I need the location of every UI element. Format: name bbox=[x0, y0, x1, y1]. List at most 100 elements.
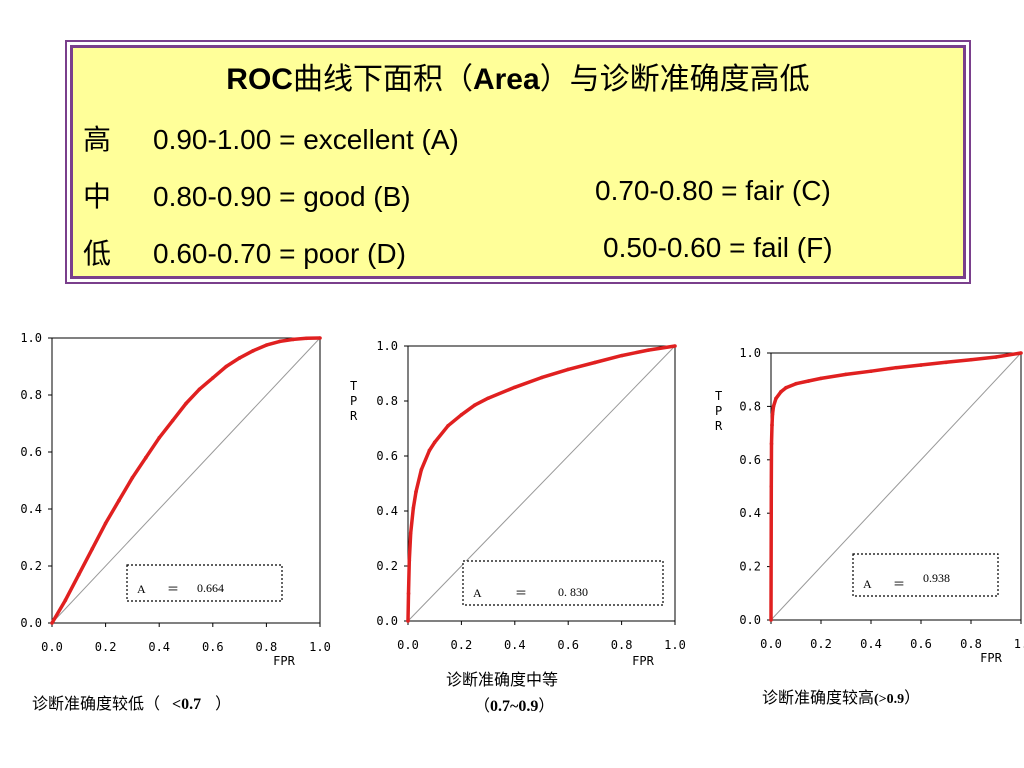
y-tick-label: 0.6 bbox=[20, 445, 42, 459]
auc-box bbox=[852, 553, 999, 597]
y-tick-label: 0.6 bbox=[739, 453, 761, 467]
roc-point bbox=[486, 396, 490, 401]
roc-point bbox=[472, 403, 477, 407]
roc-point bbox=[770, 412, 775, 417]
roc-point bbox=[794, 381, 798, 386]
legend-row-mid: 中 0.80-0.90 = good (B) 0.70-0.80 = fair (… bbox=[83, 175, 963, 215]
roc-point bbox=[144, 455, 148, 460]
roc-point bbox=[407, 558, 412, 563]
roc-point bbox=[264, 343, 269, 347]
roc-point bbox=[130, 475, 135, 480]
level-label: 高 bbox=[83, 124, 112, 155]
plot-frame bbox=[51, 337, 321, 624]
auc-equals: ＝ bbox=[167, 582, 179, 596]
chance-diagonal bbox=[770, 352, 1022, 621]
roc-chart-low: 0.0 0.2 0.4 0.6 0.8 1.0 0.0 0.2 0.4 0.6 0.8 1.0 FPR A… bbox=[20, 331, 331, 668]
roc-point bbox=[844, 372, 848, 377]
auc-label: A bbox=[137, 582, 146, 596]
x-tick-label: 0.0 bbox=[760, 637, 782, 651]
roc-point bbox=[224, 364, 228, 369]
auc-label: A bbox=[863, 577, 872, 591]
y-tick-label: 0.4 bbox=[20, 502, 42, 516]
roc-point bbox=[894, 365, 898, 370]
roc-point bbox=[63, 598, 68, 602]
roc-point bbox=[414, 489, 418, 494]
y-tick-label: 0.0 bbox=[20, 616, 42, 630]
x-tick-label: 0.8 bbox=[611, 638, 633, 652]
auc-equals: ＝ bbox=[893, 577, 905, 591]
roc-point bbox=[919, 363, 923, 367]
roc-point bbox=[994, 355, 998, 359]
roc-point bbox=[408, 531, 413, 535]
y-tick-label: 0.0 bbox=[376, 614, 398, 628]
range-b: 0.70-0.80 = fair (C) bbox=[595, 175, 831, 206]
y-tick-label: 0.6 bbox=[376, 449, 398, 463]
roc-point bbox=[446, 423, 450, 428]
roc-chart-high: 0.0 0.2 0.4 0.6 0.8 1.0 0.0 0.2 0.4 0.6 0.8 1. FPR TP… bbox=[715, 346, 1024, 665]
roc-point bbox=[779, 389, 783, 394]
x-tick-label: 0.2 bbox=[451, 638, 473, 652]
x-axis-label: FPR bbox=[632, 654, 654, 668]
y-axis-label: P bbox=[350, 394, 357, 408]
x-tick-label: 0.2 bbox=[95, 640, 117, 654]
roc-point bbox=[411, 506, 416, 511]
y-tick-label: 0.8 bbox=[376, 394, 398, 408]
roc-point bbox=[513, 385, 517, 390]
roc-point bbox=[237, 356, 242, 360]
x-tick-label: 0.2 bbox=[810, 637, 832, 651]
roc-point bbox=[673, 344, 677, 348]
x-tick-label: 0.6 bbox=[202, 640, 224, 654]
caption-medium: 诊断准确度中等 bbox=[446, 670, 559, 689]
roc-point bbox=[771, 404, 776, 409]
roc-point bbox=[784, 385, 788, 390]
y-tick-label: 0.0 bbox=[739, 613, 761, 627]
roc-point bbox=[50, 621, 54, 625]
roc-point bbox=[90, 547, 94, 551]
roc-point bbox=[819, 376, 823, 381]
x-tick-label: 0.8 bbox=[960, 637, 982, 651]
x-axis-label: FPR bbox=[273, 654, 295, 668]
roc-point bbox=[769, 618, 773, 622]
y-tick-label: 1.0 bbox=[739, 346, 761, 360]
roc-point bbox=[157, 435, 161, 440]
roc-point bbox=[806, 379, 811, 383]
auc-value: 0. 830 bbox=[558, 585, 588, 599]
y-tick-label: 0.2 bbox=[20, 559, 42, 573]
x-tick-label: 1.0 bbox=[309, 640, 331, 654]
roc-point bbox=[406, 619, 410, 623]
range-a: 0.80-0.90 = good (B) bbox=[153, 181, 411, 212]
y-axis-label: T bbox=[350, 379, 357, 393]
roc-point bbox=[197, 387, 202, 392]
range-a: 0.60-0.70 = poor (D) bbox=[153, 238, 406, 269]
auc-value: 0.938 bbox=[923, 571, 950, 585]
x-tick-label: 0.6 bbox=[557, 638, 579, 652]
x-tick-label: 1. bbox=[1014, 637, 1024, 651]
y-axis-label: R bbox=[350, 409, 358, 423]
caption-medium-range: （0.7~0.9） bbox=[474, 696, 555, 715]
level-label: 中 bbox=[83, 181, 112, 212]
roc-point bbox=[539, 375, 544, 380]
y-tick-label: 0.8 bbox=[20, 388, 42, 402]
roc-point bbox=[251, 349, 255, 353]
auc-legend-panel: ROC曲线下面积（Area）与诊断准确度高低 高 0.90-1.00 = exce… bbox=[65, 40, 971, 284]
roc-point bbox=[869, 369, 873, 373]
caption-low: 诊断准确度较低（ <0.7） bbox=[32, 694, 232, 713]
x-tick-label: 0.6 bbox=[910, 637, 932, 651]
roc-chart-medium: 0.0 0.2 0.4 0.6 0.8 1.0 0.0 0.2 0.4 0.6 0.8 1.0 FPR T… bbox=[350, 339, 686, 668]
roc-point bbox=[770, 423, 774, 427]
x-axis-label: FPR bbox=[980, 651, 1002, 665]
caption-high: 诊断准确度较高(>0.9） bbox=[762, 688, 921, 707]
roc-point bbox=[170, 418, 175, 423]
roc-curve bbox=[406, 344, 676, 622]
roc-point bbox=[427, 448, 432, 453]
y-tick-label: 0.4 bbox=[376, 504, 398, 518]
x-tick-label: 0.8 bbox=[256, 640, 278, 654]
roc-point bbox=[944, 360, 948, 365]
range-b: 0.50-0.60 = fail (F) bbox=[603, 232, 833, 263]
y-axis-label: T bbox=[715, 389, 722, 403]
roc-point bbox=[103, 521, 108, 526]
roc-point bbox=[432, 440, 437, 445]
y-axis-label: R bbox=[715, 419, 723, 433]
chance-diagonal bbox=[51, 337, 321, 624]
range-a: 0.90-1.00 = excellent (A) bbox=[153, 124, 459, 155]
